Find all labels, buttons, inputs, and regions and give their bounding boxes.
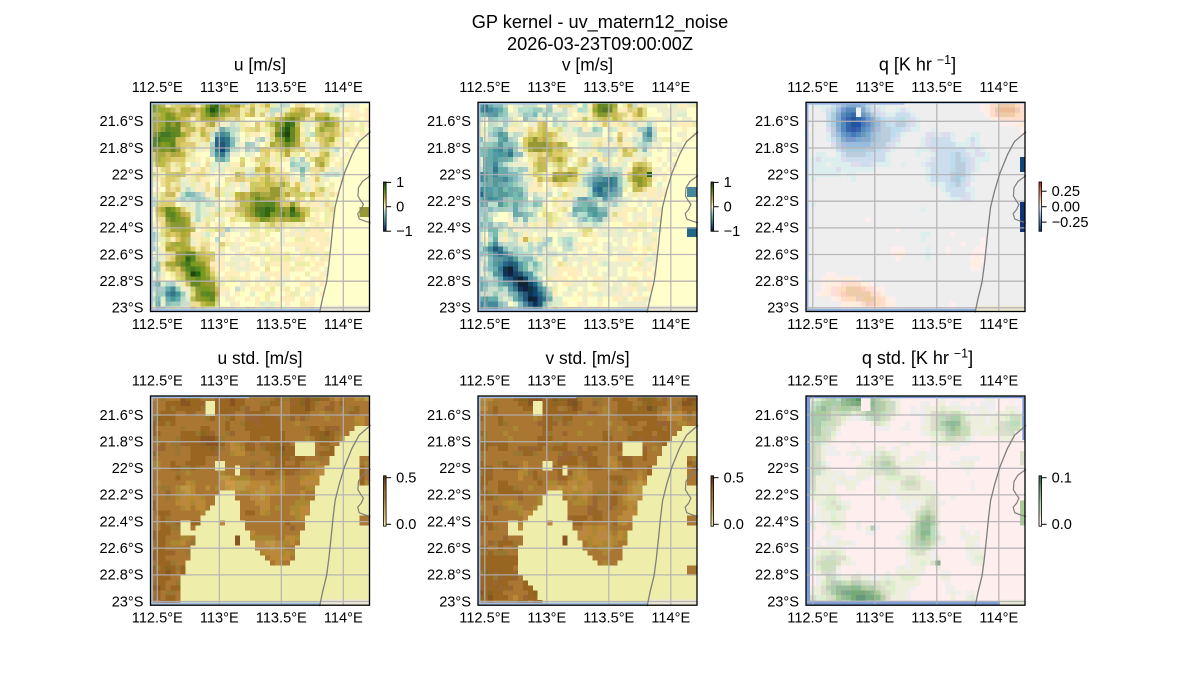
svg-text:114°E: 114°E	[979, 317, 1018, 333]
svg-text:113.5°E: 113.5°E	[256, 374, 307, 390]
svg-text:22.4°S: 22.4°S	[755, 221, 799, 237]
svg-text:113°E: 113°E	[200, 317, 239, 333]
svg-text:22°S: 22°S	[767, 167, 799, 183]
svg-text:22°S: 22°S	[112, 461, 144, 477]
svg-text:22.8°S: 22.8°S	[427, 274, 471, 290]
svg-text:114°E: 114°E	[651, 80, 690, 96]
svg-text:22.4°S: 22.4°S	[100, 221, 144, 237]
svg-text:22.4°S: 22.4°S	[427, 221, 471, 237]
svg-text:23°S: 23°S	[439, 594, 471, 610]
svg-text:21.6°S: 21.6°S	[100, 114, 144, 130]
svg-text:113°E: 113°E	[855, 80, 894, 96]
svg-text:21.6°S: 21.6°S	[755, 114, 799, 130]
svg-text:u [m/s]: u [m/s]	[234, 55, 286, 75]
svg-text:22.8°S: 22.8°S	[755, 274, 799, 290]
svg-text:113°E: 113°E	[200, 611, 239, 627]
svg-text:22.4°S: 22.4°S	[427, 514, 471, 530]
svg-text:22.6°S: 22.6°S	[427, 541, 471, 557]
svg-text:113°E: 113°E	[527, 611, 566, 627]
svg-text:22°S: 22°S	[439, 461, 471, 477]
svg-text:112.5°E: 112.5°E	[787, 80, 838, 96]
svg-text:22°S: 22°S	[112, 167, 144, 183]
svg-text:114°E: 114°E	[651, 374, 690, 390]
svg-text:22.8°S: 22.8°S	[427, 568, 471, 584]
svg-text:22.8°S: 22.8°S	[100, 274, 144, 290]
svg-text:113.5°E: 113.5°E	[256, 611, 307, 627]
svg-text:23°S: 23°S	[767, 301, 799, 317]
svg-text:112.5°E: 112.5°E	[459, 317, 510, 333]
svg-text:113.5°E: 113.5°E	[583, 374, 634, 390]
svg-text:21.6°S: 21.6°S	[100, 408, 144, 424]
svg-text:112.5°E: 112.5°E	[459, 611, 510, 627]
svg-text:113.5°E: 113.5°E	[583, 317, 634, 333]
svg-text:113°E: 113°E	[527, 374, 566, 390]
svg-text:114°E: 114°E	[651, 611, 690, 627]
svg-text:21.6°S: 21.6°S	[427, 114, 471, 130]
svg-text:112.5°E: 112.5°E	[132, 374, 183, 390]
svg-text:113°E: 113°E	[200, 80, 239, 96]
svg-text:22.4°S: 22.4°S	[100, 514, 144, 530]
svg-text:22.2°S: 22.2°S	[100, 194, 144, 210]
svg-text:21.8°S: 21.8°S	[427, 141, 471, 157]
svg-text:22.2°S: 22.2°S	[427, 488, 471, 504]
svg-text:22.6°S: 22.6°S	[100, 247, 144, 263]
svg-text:113.5°E: 113.5°E	[583, 80, 634, 96]
svg-text:113.5°E: 113.5°E	[911, 317, 962, 333]
svg-text:113.5°E: 113.5°E	[583, 611, 634, 627]
svg-text:23°S: 23°S	[112, 594, 144, 610]
svg-text:114°E: 114°E	[324, 374, 363, 390]
svg-text:113.5°E: 113.5°E	[911, 80, 962, 96]
svg-text:113°E: 113°E	[200, 374, 239, 390]
svg-text:114°E: 114°E	[324, 317, 363, 333]
svg-text:112.5°E: 112.5°E	[459, 80, 510, 96]
svg-text:22.6°S: 22.6°S	[427, 247, 471, 263]
svg-text:22.6°S: 22.6°S	[100, 541, 144, 557]
svg-text:23°S: 23°S	[439, 301, 471, 317]
svg-text:22.2°S: 22.2°S	[100, 488, 144, 504]
svg-text:112.5°E: 112.5°E	[132, 611, 183, 627]
svg-text:22.2°S: 22.2°S	[755, 194, 799, 210]
svg-text:21.8°S: 21.8°S	[100, 435, 144, 451]
svg-text:v [m/s]: v [m/s]	[562, 55, 613, 75]
svg-text:GP kernel - uv_matern12_noise: GP kernel - uv_matern12_noise	[472, 12, 728, 33]
svg-text:113.5°E: 113.5°E	[256, 317, 307, 333]
svg-text:114°E: 114°E	[979, 80, 1018, 96]
svg-text:112.5°E: 112.5°E	[787, 317, 838, 333]
svg-text:112.5°E: 112.5°E	[132, 317, 183, 333]
svg-text:21.8°S: 21.8°S	[100, 141, 144, 157]
svg-text:21.6°S: 21.6°S	[427, 408, 471, 424]
svg-text:22.8°S: 22.8°S	[100, 568, 144, 584]
svg-text:21.8°S: 21.8°S	[427, 435, 471, 451]
svg-text:u std. [m/s]: u std. [m/s]	[217, 348, 302, 368]
svg-text:23°S: 23°S	[112, 301, 144, 317]
svg-text:114°E: 114°E	[651, 317, 690, 333]
svg-text:22°S: 22°S	[439, 167, 471, 183]
svg-text:113°E: 113°E	[855, 317, 894, 333]
svg-text:112.5°E: 112.5°E	[459, 374, 510, 390]
svg-text:113.5°E: 113.5°E	[256, 80, 307, 96]
svg-text:22.2°S: 22.2°S	[427, 194, 471, 210]
svg-text:112.5°E: 112.5°E	[132, 80, 183, 96]
svg-text:113°E: 113°E	[527, 317, 566, 333]
svg-text:114°E: 114°E	[324, 80, 363, 96]
svg-text:114°E: 114°E	[324, 611, 363, 627]
svg-text:22.6°S: 22.6°S	[755, 247, 799, 263]
svg-text:q [K hr −1]: q [K hr −1]	[879, 53, 956, 75]
svg-text:113°E: 113°E	[527, 80, 566, 96]
svg-text:2026-03-23T09:00:00Z: 2026-03-23T09:00:00Z	[507, 34, 693, 54]
svg-text:21.8°S: 21.8°S	[755, 141, 799, 157]
svg-text:v std. [m/s]: v std. [m/s]	[545, 348, 629, 368]
